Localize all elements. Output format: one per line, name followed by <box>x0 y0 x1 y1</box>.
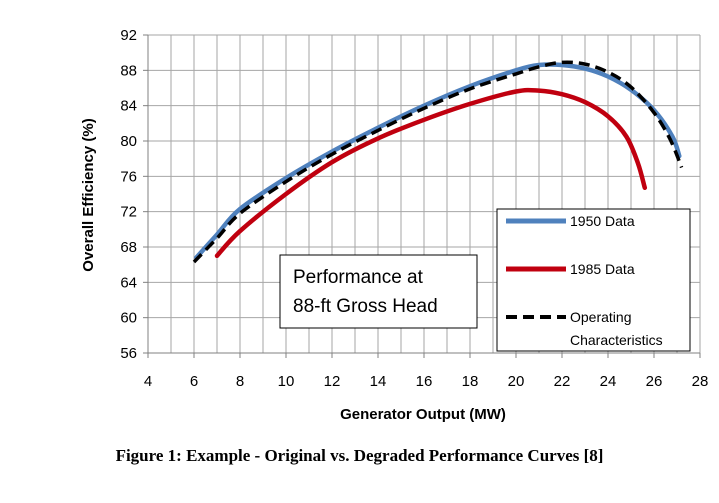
legend-item-1950: 1950 Data <box>506 213 635 229</box>
annotation-line-1: Performance at <box>293 267 424 288</box>
legend-label-1950: 1950 Data <box>570 213 635 229</box>
x-tick-label: 16 <box>416 373 433 390</box>
legend-label-operating-line1: Operating <box>570 309 631 325</box>
series-line-1985 <box>214 87 648 259</box>
y-axis-ticks: 56 60 64 68 72 76 80 84 88 92 <box>120 27 137 362</box>
y-tick-label: 60 <box>120 310 137 327</box>
x-tick-label: 8 <box>236 373 244 390</box>
x-tick-label: 26 <box>646 373 663 390</box>
x-axis-title: Generator Output (MW) <box>340 406 506 423</box>
annotation-line-2: 88-ft Gross Head <box>293 296 438 317</box>
y-tick-label: 72 <box>120 204 137 221</box>
y-tick-label: 68 <box>120 239 137 256</box>
figure-caption: Figure 1: Example - Original vs. Degrade… <box>115 446 604 465</box>
x-tick-label: 22 <box>554 373 571 390</box>
x-tick-label: 6 <box>190 373 198 390</box>
legend: 1950 Data 1985 Data Operating Characteri… <box>496 208 691 352</box>
y-tick-label: 88 <box>120 62 137 79</box>
x-tick-label: 14 <box>370 373 387 390</box>
y-tick-label: 92 <box>120 27 137 44</box>
x-tick-label: 4 <box>144 373 152 390</box>
legend-item-1985: 1985 Data <box>506 261 635 277</box>
y-tick-label: 76 <box>120 168 137 185</box>
y-tick-label: 84 <box>120 98 137 115</box>
y-axis-title: Overall Efficiency (%) <box>80 118 97 271</box>
x-tick-label: 28 <box>692 373 709 390</box>
x-tick-label: 24 <box>600 373 617 390</box>
legend-label-operating-line2: Characteristics <box>570 332 663 348</box>
series-line-operating <box>192 60 684 264</box>
legend-label-1985: 1985 Data <box>570 261 635 277</box>
y-tick-label: 80 <box>120 133 137 150</box>
annotation-box: Performance at 88-ft Gross Head <box>279 254 478 329</box>
x-axis-ticks: 4 6 8 10 12 14 16 18 20 22 24 26 28 <box>144 373 709 390</box>
series-lines <box>192 60 684 264</box>
y-tick-label: 64 <box>120 274 137 291</box>
x-tick-label: 10 <box>278 373 295 390</box>
x-tick-label: 18 <box>462 373 479 390</box>
legend-item-operating: Operating Characteristics <box>506 309 663 348</box>
y-tick-label: 56 <box>120 345 137 362</box>
x-tick-label: 12 <box>324 373 341 390</box>
x-tick-label: 20 <box>508 373 525 390</box>
